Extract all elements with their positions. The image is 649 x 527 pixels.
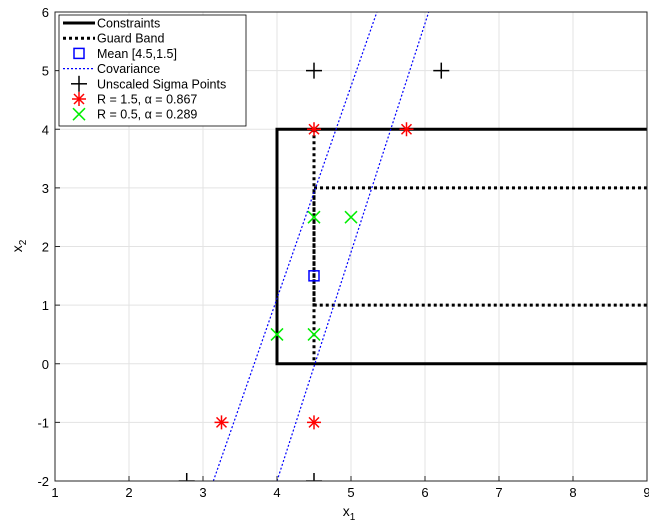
plot-area [178, 12, 647, 481]
r05-point-marker [307, 210, 321, 224]
x-tick-label: 9 [643, 485, 649, 500]
y-tick-label: 3 [42, 181, 49, 196]
r05-point-marker [307, 327, 321, 341]
r15-point-marker [307, 122, 321, 137]
r05-point-marker [270, 327, 284, 341]
x-tick-label: 4 [273, 485, 280, 500]
guard-band-line [312, 186, 647, 307]
sigma-point-marker [433, 62, 450, 79]
y-tick-label: 0 [42, 357, 49, 372]
r15-point-marker [307, 415, 321, 430]
y-tick-label: -1 [37, 415, 49, 430]
y-axis-label: x2 [9, 239, 29, 252]
x-tick-label: 8 [569, 485, 576, 500]
x-tick-label: 2 [125, 485, 132, 500]
legend-label: Covariance [97, 62, 160, 76]
y-tick-label: -2 [37, 474, 49, 489]
r05-point-marker [344, 210, 358, 224]
y-tick-label: 1 [42, 298, 49, 313]
sigma-point-marker [306, 473, 322, 481]
legend-label: Constraints [97, 17, 160, 31]
legend-label: R = 1.5, α = 0.867 [97, 93, 197, 107]
x-tick-label: 6 [421, 485, 428, 500]
y-tick-label: 2 [42, 240, 49, 255]
x-tick-label: 1 [51, 485, 58, 500]
sigma-point-marker [178, 473, 195, 481]
y-tick-label: 4 [42, 122, 49, 137]
legend-swatch [72, 107, 86, 121]
axis-ticks: 1 2 3 4 5 6 7 8 9 -2 -1 0 1 2 3 4 5 6 [37, 5, 649, 500]
covariance-line [212, 12, 378, 481]
x-axis-label: x1 [343, 503, 356, 523]
sigma-point-marker [306, 62, 322, 79]
legend-label: Unscaled Sigma Points [97, 77, 226, 91]
legend-label: R = 0.5, α = 0.289 [97, 108, 197, 122]
mean-marker [308, 270, 320, 282]
legend-label: Mean [4.5,1.5] [97, 47, 177, 61]
x-tick-label: 3 [199, 485, 206, 500]
y-tick-label: 5 [42, 64, 49, 79]
y-tick-label: 6 [42, 5, 49, 20]
r15-point-marker [214, 415, 229, 430]
legend-swatch [71, 75, 87, 92]
x-tick-label: 5 [347, 485, 354, 500]
constraints-line [275, 127, 647, 366]
legend-swatch [73, 47, 85, 60]
x-tick-label: 7 [495, 485, 502, 500]
axis-labels: x1 x2 [9, 239, 356, 523]
legend-label: Guard Band [97, 32, 164, 46]
legend-swatch [72, 92, 86, 106]
legend-box [58, 14, 247, 127]
r15-point-marker [399, 122, 414, 137]
